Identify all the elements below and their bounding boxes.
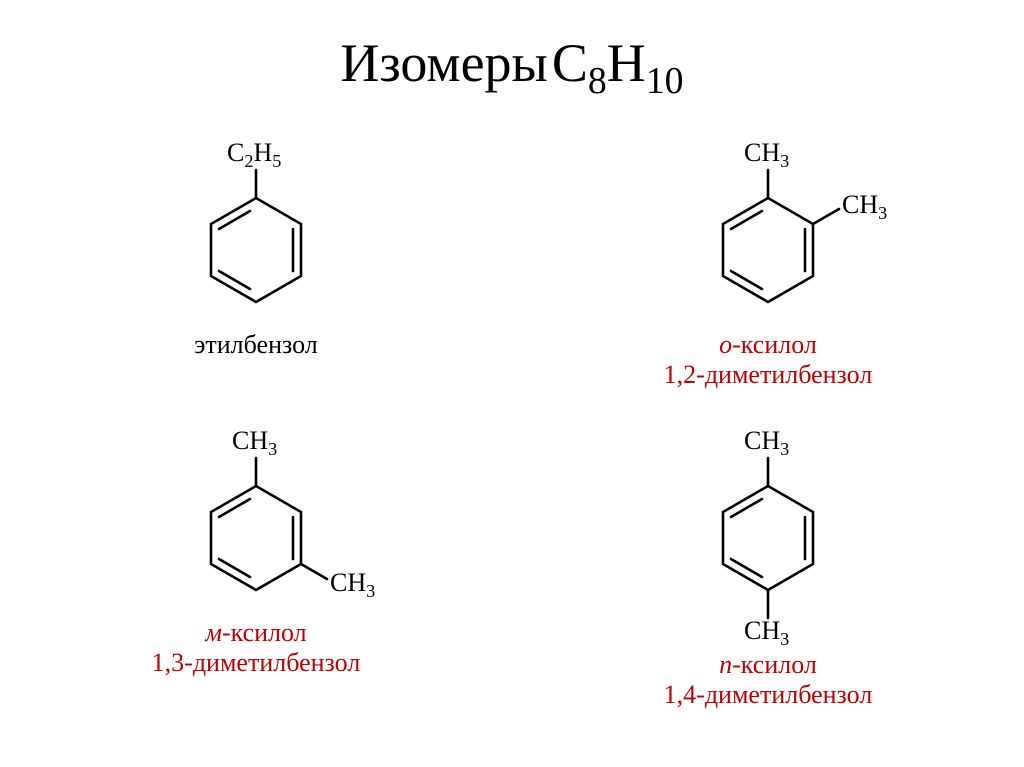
substituent-lower-right: CH3 <box>330 568 375 602</box>
caption-m-xylene: м-ксилол 1,3-диметилбензол <box>152 618 361 678</box>
sub-CH: CH <box>744 138 780 167</box>
caption-line1: о-ксилол <box>664 330 873 360</box>
substituent-top: C2H5 <box>227 138 281 172</box>
sub-3: 3 <box>268 439 277 459</box>
cell-p-xylene: CH3 CH3 п-ксилол 1,4-диметилбензол <box>512 418 1024 710</box>
sub-3: 3 <box>780 629 789 649</box>
caption-line1: м-ксилол <box>152 618 361 648</box>
caption-p-xylene: п-ксилол 1,4-диметилбензол <box>664 650 873 710</box>
mol-m-xylene: CH3 CH3 <box>126 418 386 618</box>
caption-prefix: п <box>719 650 732 679</box>
molecule-grid: C2H5 этилбензол CH3 CH3 о-кси <box>0 130 1024 710</box>
sub-CH: CH <box>232 426 268 455</box>
sub-3: 3 <box>780 151 789 171</box>
title-formula: С8Н10 <box>552 33 684 93</box>
sub-CH: CH <box>330 568 366 597</box>
title-C: С <box>552 33 588 93</box>
substituent-top: CH3 <box>744 138 789 172</box>
sub-CH: CH <box>744 616 780 645</box>
sub-3: 3 <box>878 203 887 223</box>
title-C-sub: 8 <box>588 60 607 102</box>
caption-line1: п-ксилол <box>664 650 873 680</box>
sub-5: 5 <box>272 151 281 171</box>
sub-3: 3 <box>366 581 375 601</box>
substituent-upper-right: CH3 <box>842 190 887 224</box>
substituent-top: CH3 <box>744 426 789 460</box>
sub-3: 3 <box>780 439 789 459</box>
sub-C: C <box>227 138 244 167</box>
sub-CH: CH <box>744 426 780 455</box>
caption-o-xylene: о-ксилол 1,2-диметилбензол <box>664 330 873 390</box>
caption-rest: -ксилол <box>732 650 817 679</box>
mol-ethylbenzene: C2H5 <box>126 130 386 330</box>
caption-line1: этилбензол <box>194 330 318 360</box>
substituent-top: CH3 <box>232 426 277 460</box>
caption-line2: 1,4-диметилбензол <box>664 680 873 710</box>
mol-p-xylene: CH3 CH3 <box>638 418 898 650</box>
caption-ethylbenzene: этилбензол <box>194 330 318 360</box>
title-word: Изомеры <box>340 33 547 93</box>
title-H-sub: 10 <box>646 60 684 102</box>
cell-ethylbenzene: C2H5 этилбензол <box>0 130 512 390</box>
cell-o-xylene: CH3 CH3 о-ксилол 1,2-диметилбензол <box>512 130 1024 390</box>
caption-rest: -ксилол <box>222 618 307 647</box>
sub-CH: CH <box>842 190 878 219</box>
cell-m-xylene: CH3 CH3 м-ксилол 1,3-диметилбензол <box>0 418 512 710</box>
substituent-bottom: CH3 <box>744 616 789 650</box>
mol-o-xylene: CH3 CH3 <box>638 130 898 330</box>
caption-rest: -ксилол <box>732 330 817 359</box>
caption-line2: 1,2-диметилбензол <box>664 360 873 390</box>
caption-line2: 1,3-диметилбензол <box>152 648 361 678</box>
sub-H: H <box>253 138 272 167</box>
page-title: Изомеры С8Н10 <box>0 32 1024 103</box>
caption-prefix: о <box>719 330 732 359</box>
caption-prefix: м <box>205 618 222 647</box>
title-H: Н <box>607 33 646 93</box>
